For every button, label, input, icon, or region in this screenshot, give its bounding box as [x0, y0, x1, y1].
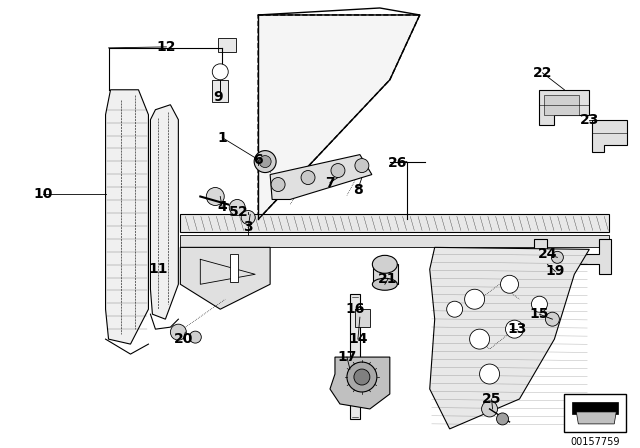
Text: 6: 6	[253, 153, 263, 167]
Text: 00157759: 00157759	[570, 437, 620, 447]
Text: 3: 3	[243, 220, 253, 234]
Text: 16: 16	[345, 302, 365, 316]
Circle shape	[212, 64, 228, 80]
Circle shape	[331, 164, 345, 177]
Polygon shape	[330, 357, 390, 409]
Bar	[180, 235, 609, 247]
Ellipse shape	[372, 255, 397, 273]
Circle shape	[355, 159, 369, 172]
Circle shape	[479, 364, 500, 384]
Polygon shape	[592, 120, 627, 151]
Text: 25: 25	[482, 392, 501, 406]
Bar	[355, 309, 370, 327]
Polygon shape	[180, 247, 270, 309]
Text: 13: 13	[508, 322, 527, 336]
Circle shape	[241, 211, 255, 224]
Circle shape	[254, 151, 276, 172]
Circle shape	[189, 331, 202, 343]
Circle shape	[545, 312, 559, 326]
Polygon shape	[534, 239, 611, 274]
Circle shape	[301, 171, 315, 185]
Bar	[564, 394, 626, 432]
Text: 8: 8	[353, 182, 363, 197]
Circle shape	[500, 275, 518, 293]
Polygon shape	[270, 155, 372, 199]
Polygon shape	[577, 412, 616, 424]
Circle shape	[497, 413, 509, 425]
Text: 2: 2	[238, 206, 248, 220]
Text: 4: 4	[218, 200, 227, 215]
Text: 22: 22	[532, 66, 552, 80]
Text: 17: 17	[337, 350, 356, 364]
Bar	[212, 80, 228, 102]
Polygon shape	[572, 402, 618, 414]
Circle shape	[552, 251, 563, 263]
Text: 24: 24	[538, 247, 557, 261]
Text: 26: 26	[388, 155, 408, 170]
Polygon shape	[429, 247, 589, 429]
Circle shape	[354, 369, 370, 385]
Bar	[350, 294, 360, 419]
Polygon shape	[150, 105, 179, 319]
Text: 20: 20	[173, 332, 193, 346]
Bar	[218, 38, 236, 52]
Ellipse shape	[372, 278, 397, 290]
Text: 12: 12	[157, 40, 176, 54]
Text: 7: 7	[325, 176, 335, 190]
Text: 5: 5	[229, 206, 239, 220]
Circle shape	[271, 177, 285, 191]
Text: 11: 11	[148, 263, 168, 276]
Circle shape	[229, 199, 245, 215]
Bar	[180, 215, 609, 233]
Text: 1: 1	[218, 131, 227, 145]
Text: 15: 15	[530, 307, 549, 321]
Circle shape	[259, 155, 271, 168]
Circle shape	[170, 324, 186, 340]
Text: 19: 19	[546, 264, 565, 278]
Text: 23: 23	[580, 113, 599, 127]
Text: 9: 9	[214, 90, 223, 104]
Bar	[373, 264, 398, 284]
Circle shape	[481, 401, 497, 417]
Circle shape	[506, 320, 524, 338]
Polygon shape	[540, 90, 589, 125]
Circle shape	[447, 301, 463, 317]
Polygon shape	[258, 15, 420, 220]
Text: 14: 14	[348, 332, 367, 346]
Circle shape	[347, 362, 377, 392]
Bar	[230, 254, 238, 282]
Circle shape	[470, 329, 490, 349]
Circle shape	[206, 188, 224, 206]
Bar	[545, 95, 579, 115]
Text: 10: 10	[33, 188, 52, 202]
Text: 21: 21	[378, 272, 397, 286]
Circle shape	[531, 296, 547, 312]
Polygon shape	[106, 90, 148, 344]
Circle shape	[465, 289, 484, 309]
